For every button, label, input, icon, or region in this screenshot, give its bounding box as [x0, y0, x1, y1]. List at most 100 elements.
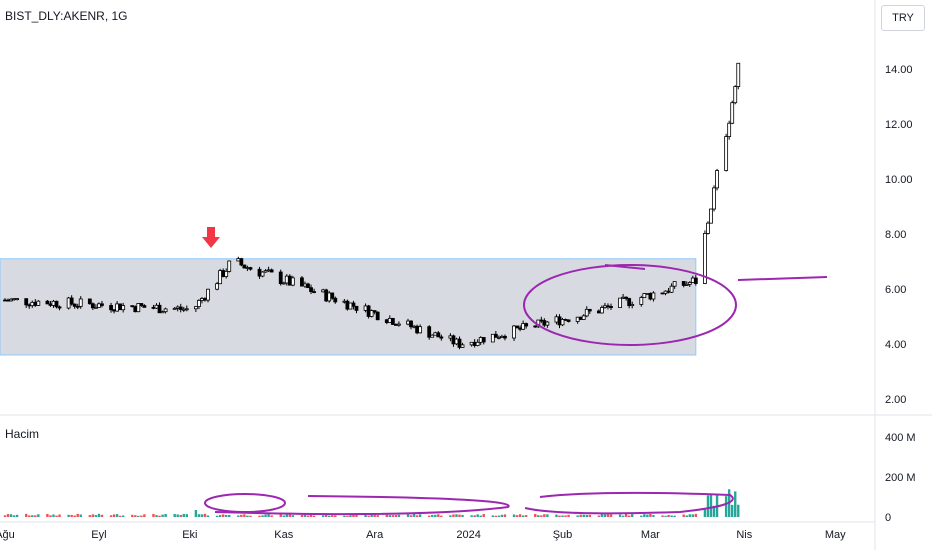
candle: [727, 122, 732, 137]
candle: [642, 293, 647, 298]
candle: [566, 319, 571, 322]
candle: [363, 305, 368, 311]
drawn-line-right[interactable]: [737, 276, 828, 281]
candle: [203, 298, 207, 301]
volume-bar: [709, 493, 713, 517]
volume-bar: [367, 515, 370, 517]
volume-bar: [161, 514, 164, 517]
candle: [621, 296, 626, 299]
time-tick-label: Şub: [553, 529, 573, 541]
candle: [690, 277, 695, 283]
candle: [12, 298, 16, 301]
volume-bar: [688, 514, 691, 517]
price-tick-label: 10.00: [885, 174, 913, 186]
volume-bar: [309, 513, 313, 517]
volume-bar: [609, 514, 613, 517]
candle: [221, 270, 226, 277]
volume-circle-3[interactable]: [524, 491, 734, 515]
price-axis-ticks: 2.00 4.00 6.00 8.00 10.00 12.00 14.00: [885, 64, 913, 406]
candle: [563, 319, 568, 321]
candle: [490, 333, 495, 343]
volume-bar: [661, 515, 664, 517]
volume-bar: [652, 515, 655, 517]
candle: [503, 335, 507, 339]
volume-bar: [34, 515, 37, 517]
volume-bar: [621, 515, 625, 517]
candle: [181, 308, 186, 311]
candle: [454, 338, 459, 345]
volume-bar: [173, 514, 176, 517]
volume-bar: [455, 514, 458, 517]
candle: [278, 271, 283, 285]
volume-bar: [415, 515, 419, 517]
consolidation-circle[interactable]: [523, 264, 737, 346]
volume-bar: [258, 515, 261, 517]
candle: [348, 302, 353, 310]
volume-bar: [667, 514, 670, 517]
candle: [87, 298, 92, 305]
candle: [54, 300, 59, 308]
volume-bar: [206, 515, 210, 517]
volume-bar: [479, 515, 482, 517]
volume-bar: [706, 495, 710, 517]
volume-bar: [352, 514, 355, 517]
candle: [327, 292, 332, 302]
volume-bar: [9, 514, 13, 517]
volume-bar: [588, 514, 591, 517]
volume-bar: [70, 514, 73, 517]
volume-bar: [155, 515, 158, 517]
candle: [533, 325, 538, 328]
volume-tick-label: 200 M: [885, 472, 916, 484]
volume-bar: [328, 515, 331, 517]
candle: [342, 300, 347, 303]
volume-bar: [285, 514, 288, 517]
candle: [157, 304, 162, 314]
volume-bar: [343, 515, 346, 517]
candle: [493, 333, 498, 338]
candle: [130, 305, 135, 308]
volume-bar: [503, 514, 507, 517]
volume-bar: [52, 514, 55, 517]
volume-bar: [685, 515, 688, 517]
volume-bar: [567, 514, 570, 517]
candle: [163, 308, 168, 313]
volume-bar: [734, 491, 737, 517]
volume-bar: [649, 513, 652, 517]
candle: [733, 86, 738, 104]
currency-selector[interactable]: TRY: [881, 5, 925, 31]
volume-bar: [482, 514, 485, 517]
candle: [693, 277, 698, 284]
candle: [48, 303, 53, 306]
volume-bar: [261, 515, 264, 517]
volume-bar: [25, 513, 28, 517]
drawn-line-top[interactable]: [604, 264, 646, 270]
candle: [115, 303, 120, 312]
price-tick-label: 14.00: [885, 64, 913, 76]
volume-bar: [267, 513, 270, 517]
price-tick-label: 8.00: [885, 229, 906, 241]
volume-bar: [55, 515, 58, 517]
candle: [78, 298, 83, 307]
candle: [609, 306, 613, 309]
volume-bar: [370, 513, 373, 517]
candle: [575, 316, 580, 322]
volume-bar: [397, 514, 401, 517]
candle: [57, 306, 62, 309]
candle: [136, 303, 141, 313]
volume-circle-2[interactable]: [214, 495, 510, 516]
time-tick-label: Ağu: [0, 529, 15, 541]
candle: [557, 316, 562, 326]
candle: [133, 306, 138, 313]
volume-bar: [391, 515, 395, 517]
volume-bar: [409, 515, 413, 517]
purple-drawings[interactable]: [204, 264, 828, 516]
price-tick-label: 4.00: [885, 339, 906, 351]
volume-bar: [673, 515, 676, 517]
volume-bar: [440, 515, 443, 517]
candle: [45, 300, 50, 305]
volume-bar: [497, 515, 501, 517]
volume-circle-1[interactable]: [204, 493, 286, 513]
volume-bar: [640, 515, 643, 517]
volume-bar: [664, 515, 667, 517]
